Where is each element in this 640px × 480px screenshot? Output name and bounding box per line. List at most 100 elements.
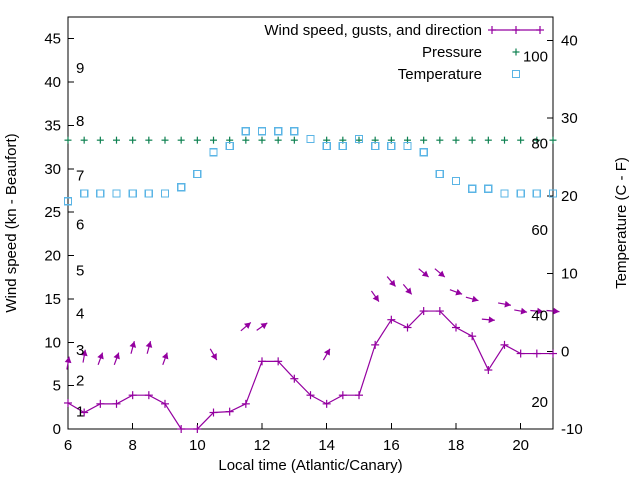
y-tick-label: 0 — [53, 421, 61, 438]
temperature-point — [225, 141, 234, 151]
temperature-point — [338, 141, 347, 151]
data-series — [63, 127, 558, 433]
beaufort-label: 8 — [76, 113, 84, 130]
temperature-point — [80, 189, 89, 198]
temperature-point — [209, 148, 218, 157]
temperature-point — [290, 127, 299, 136]
wind-direction-head — [210, 353, 217, 361]
temperature-point — [306, 134, 315, 144]
temperature-point — [144, 189, 153, 198]
wind-direction-head — [421, 270, 429, 278]
temperature-point — [96, 189, 105, 198]
y-tick-label: 35 — [44, 117, 61, 134]
temperature-point — [354, 134, 364, 144]
fahrenheit-label: 80 — [531, 136, 548, 153]
temperature-point — [435, 169, 444, 179]
beaufort-label: 5 — [76, 262, 84, 279]
y-tick-label: 5 — [53, 378, 61, 395]
temperature-point — [177, 183, 186, 192]
temperature-point — [500, 189, 509, 198]
y2-tick-label: 30 — [561, 110, 578, 127]
wind-direction-head — [537, 307, 544, 315]
beaufort-label: 2 — [76, 372, 84, 389]
temperature-point — [160, 189, 170, 198]
y2-tick-label: -10 — [561, 421, 583, 438]
wind-direction-head — [113, 352, 120, 360]
temperature-point — [63, 197, 73, 206]
temperature-point — [468, 184, 477, 193]
y-tick-label: 30 — [44, 161, 61, 178]
fahrenheit-label: 20 — [531, 394, 548, 411]
temperature-point — [322, 141, 331, 151]
y-tick-label: 45 — [44, 31, 61, 48]
beaufort-label: 3 — [76, 342, 84, 359]
x-tick-label: 12 — [254, 437, 271, 454]
wind-direction-head — [323, 348, 330, 356]
beaufort-label: 7 — [76, 168, 84, 185]
fahrenheit-label: 60 — [531, 222, 548, 239]
temperature-point — [548, 189, 558, 198]
fahrenheit-label: 40 — [531, 308, 548, 325]
temperature-point — [128, 189, 137, 198]
y-tick-label: 15 — [44, 291, 61, 308]
wind-direction-arrows — [64, 268, 560, 370]
wind-direction-head — [64, 356, 72, 364]
wind-direction-head — [438, 270, 445, 278]
temperature-point — [274, 127, 283, 136]
legend-marker — [511, 69, 521, 79]
temperature-point — [387, 141, 396, 151]
wind-direction-head — [145, 341, 153, 348]
fahrenheit-label: 100 — [523, 49, 548, 66]
wind-direction-head — [129, 341, 137, 348]
temperature-point — [193, 169, 202, 179]
beaufort-label: 9 — [76, 60, 84, 77]
x-axis-title: Local time (Atlantic/Canary) — [218, 457, 402, 474]
y2-tick-label: 20 — [561, 188, 578, 205]
y2-tick-label: 10 — [561, 266, 578, 283]
wind-direction-head — [471, 295, 479, 303]
y-tick-label: 40 — [44, 74, 61, 91]
x-tick-label: 20 — [512, 437, 529, 454]
temperature-point — [403, 141, 412, 151]
y-tick-label: 20 — [44, 248, 61, 265]
wind-direction-head — [97, 352, 104, 360]
temperature-point — [241, 127, 250, 136]
wind-direction-head — [504, 300, 511, 308]
wind-direction-head — [405, 287, 412, 295]
y2-tick-label: 0 — [561, 343, 569, 360]
x-tick-label: 18 — [448, 437, 465, 454]
wind-direction-head — [372, 294, 379, 302]
temperature-point — [371, 141, 380, 151]
legend-label: Temperature — [398, 66, 482, 83]
wind-direction-head — [244, 322, 251, 329]
wind-speed-line — [67, 310, 553, 430]
wind-direction-head — [520, 307, 528, 315]
x-tick-label: 10 — [189, 437, 206, 454]
temperature-point — [516, 189, 525, 198]
plot-border — [67, 16, 554, 430]
x-tick-label: 8 — [128, 437, 136, 454]
temperature-point — [257, 127, 267, 136]
beaufort-label: 6 — [76, 216, 84, 233]
y-tick-label: 25 — [44, 204, 61, 221]
y2-tick-label: 40 — [561, 32, 578, 49]
wind-direction-head — [389, 279, 396, 287]
x-tick-label: 14 — [318, 437, 335, 454]
wind-direction-head — [455, 288, 463, 296]
chart-legend: Wind speed, gusts, and direction Pressure… — [264, 22, 544, 83]
wind-direction-head — [260, 322, 268, 330]
wind-direction-head — [161, 352, 169, 360]
y2-axis-title: Temperature (C - F) — [613, 157, 630, 289]
legend-label: Wind speed, gusts, and direction — [264, 22, 482, 39]
legend-label: Pressure — [422, 44, 482, 61]
wind-direction-head — [80, 349, 88, 357]
beaufort-label: 1 — [76, 404, 84, 421]
x-tick-label: 16 — [383, 437, 400, 454]
y-tick-label: 10 — [44, 334, 61, 351]
temperature-point — [419, 148, 428, 157]
wind-direction-head — [553, 307, 560, 315]
